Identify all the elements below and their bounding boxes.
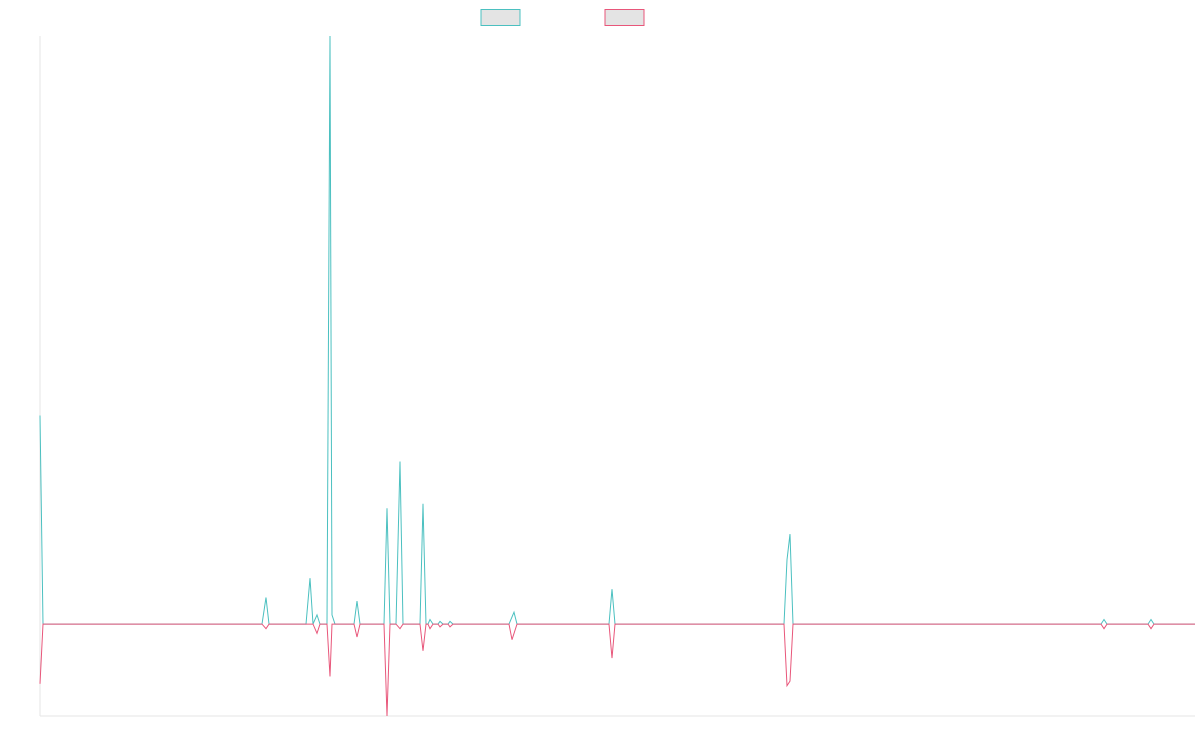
legend-swatch-2[interactable] (604, 9, 645, 26)
series-line-1 (39, 35, 1195, 625)
series-line-2 (39, 623, 1195, 717)
legend-swatch-1[interactable] (480, 9, 521, 26)
